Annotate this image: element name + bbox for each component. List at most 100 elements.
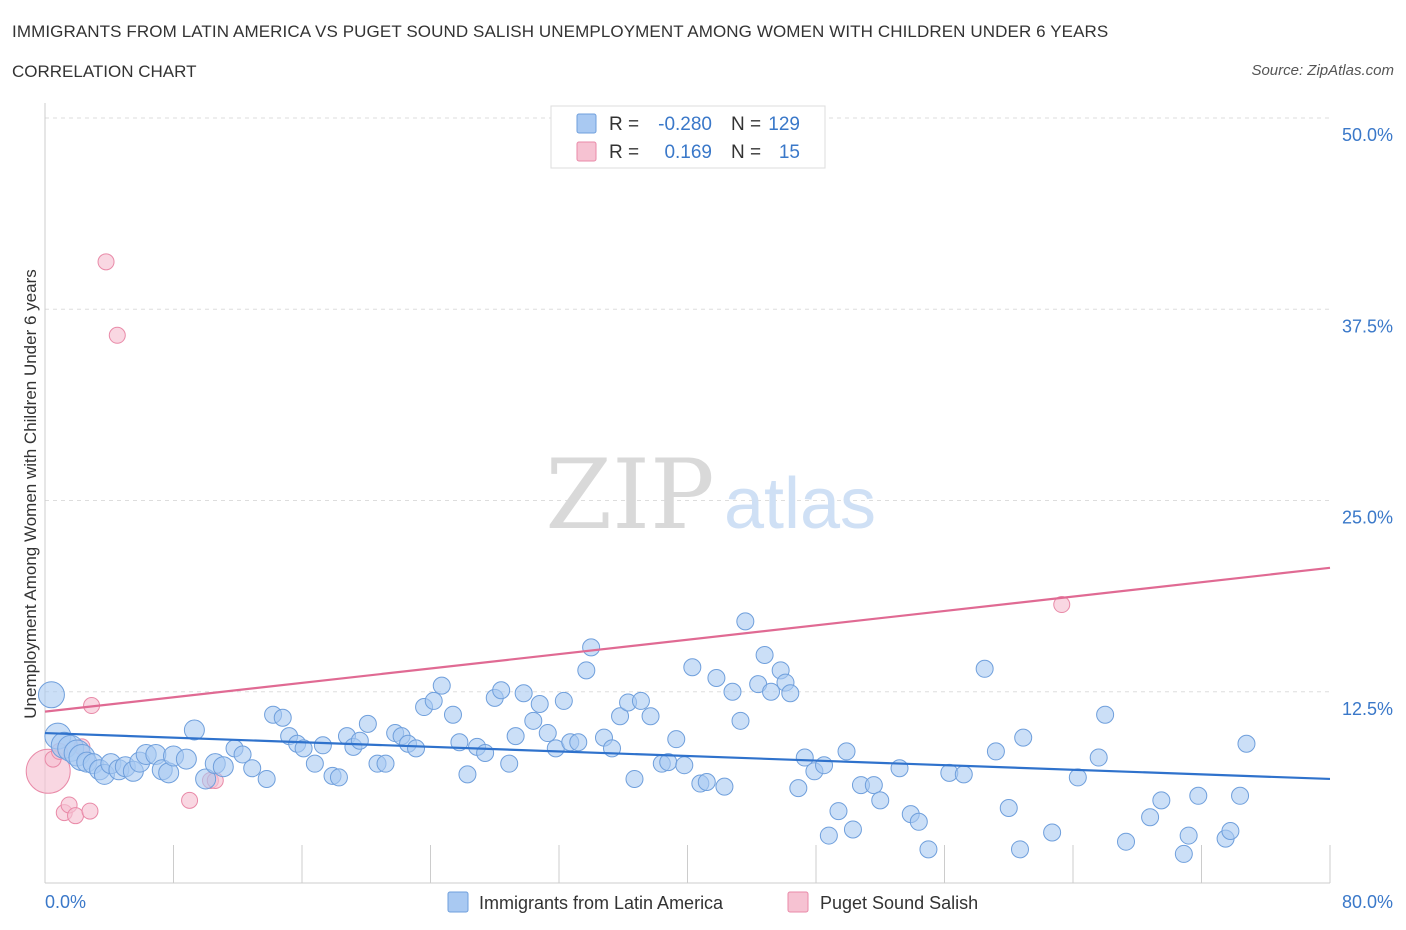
data-point-blue [909, 812, 928, 831]
data-point-blue [1141, 808, 1160, 827]
legend-n-label: N = [731, 142, 761, 163]
watermark: ZIP atlas [545, 439, 876, 551]
legend-bottom-label-pink: Puget Sound Salish [820, 893, 978, 913]
data-point-blue [195, 768, 217, 790]
data-point-blue [762, 682, 781, 701]
data-point-blue [358, 714, 377, 733]
data-point-blue [350, 731, 369, 750]
trend-line-pink [44, 566, 1331, 713]
data-point-blue [514, 684, 533, 703]
data-point-blue [864, 776, 883, 795]
legend-r-value: -0.280 [658, 114, 712, 135]
data-point-blue [999, 799, 1018, 818]
data-point-blue [1096, 705, 1115, 724]
data-point-blue [443, 705, 462, 724]
data-point-blue [492, 681, 511, 700]
x-tick-label: 80.0% [1342, 892, 1393, 912]
data-point-blue [986, 742, 1005, 761]
data-point-blue [611, 707, 630, 726]
data-point-blue [257, 769, 276, 788]
legend-r-label: R = [609, 142, 639, 163]
data-point-blue [506, 727, 525, 746]
data-point-blue [577, 661, 596, 680]
data-point-blue [1221, 821, 1240, 840]
y-axis-label-text: Unemployment Among Women with Children U… [21, 269, 40, 718]
data-point-blue [582, 638, 601, 657]
y-tick-label: 50.0% [1342, 125, 1393, 145]
data-point-blue [243, 759, 262, 778]
data-point-blue [683, 658, 702, 677]
data-point-blue [795, 748, 814, 767]
series-immigrants-latin-america [37, 612, 1256, 863]
data-point-blue [1174, 844, 1193, 863]
legend-n-value: 15 [779, 142, 800, 163]
chart-title: IMMIGRANTS FROM LATIN AMERICA VS PUGET S… [12, 22, 1109, 41]
correlation-legend: R = -0.280 N = 129 R = 0.169 N = 15 [550, 105, 826, 169]
data-point-blue [697, 773, 716, 792]
legend-swatch-blue [576, 113, 597, 134]
data-point-blue [1179, 826, 1198, 845]
data-point-blue [707, 668, 726, 687]
x-tick-label: 0.0% [45, 892, 86, 912]
data-point-blue [715, 777, 734, 796]
data-point-blue [273, 708, 292, 727]
legend-swatch-pink [576, 141, 597, 162]
data-point-blue [789, 779, 808, 798]
data-point-blue [407, 739, 426, 758]
data-point-pink [67, 807, 85, 825]
data-point-blue [1189, 786, 1208, 805]
data-point-blue [458, 765, 477, 784]
data-point-blue [736, 612, 755, 631]
data-point-blue [975, 659, 994, 678]
legend-n-value: 129 [768, 114, 800, 135]
data-point-blue [675, 756, 694, 775]
legend-n-label: N = [731, 114, 761, 135]
watermark-zip: ZIP [545, 439, 714, 551]
data-point-pink [1053, 596, 1071, 614]
data-point-blue [183, 719, 205, 741]
series-legend: Immigrants from Latin America Puget Soun… [447, 891, 978, 913]
data-point-blue [233, 745, 252, 764]
trend-lines [44, 566, 1331, 781]
y-tick-label: 12.5% [1342, 699, 1393, 719]
data-point-blue [815, 756, 834, 775]
legend-bottom-swatch-pink [787, 891, 809, 913]
data-point-blue [837, 742, 856, 761]
data-point-blue [1231, 786, 1250, 805]
tick-labels: 12.5% 25.0% 37.5% 50.0% 0.0% 80.0% [45, 125, 1393, 912]
data-point-blue [329, 768, 348, 787]
data-point-blue [755, 646, 774, 665]
data-point-blue [641, 707, 660, 726]
data-point-blue [476, 743, 495, 762]
data-point-blue [631, 691, 650, 710]
data-point-blue [723, 682, 742, 701]
axes [44, 103, 1331, 884]
watermark-atlas: atlas [724, 464, 876, 544]
data-point-blue [1010, 840, 1029, 859]
legend-bottom-label-blue: Immigrants from Latin America [479, 893, 724, 913]
legend-r-label: R = [609, 114, 639, 135]
data-point-blue [625, 769, 644, 788]
y-axis-label: Unemployment Among Women with Children U… [21, 269, 40, 718]
data-point-blue [1043, 823, 1062, 842]
data-point-blue [781, 684, 800, 703]
data-point-blue [554, 691, 573, 710]
data-point-blue [500, 754, 519, 773]
data-point-blue [731, 711, 750, 730]
data-point-blue [954, 765, 973, 784]
data-point-blue [376, 754, 395, 773]
y-tick-label: 25.0% [1342, 508, 1393, 528]
data-point-blue [424, 691, 443, 710]
data-point-blue [569, 733, 588, 752]
data-point-blue [175, 748, 197, 770]
data-point-blue [432, 676, 451, 695]
data-point-blue [819, 826, 838, 845]
data-point-blue [212, 756, 234, 778]
data-point-blue [667, 730, 686, 749]
data-point-blue [1014, 728, 1033, 747]
legend-bottom-swatch-blue [447, 891, 469, 913]
chart-subtitle: CORRELATION CHART [12, 62, 197, 81]
data-point-pink [108, 326, 126, 344]
data-point-blue [1237, 734, 1256, 753]
